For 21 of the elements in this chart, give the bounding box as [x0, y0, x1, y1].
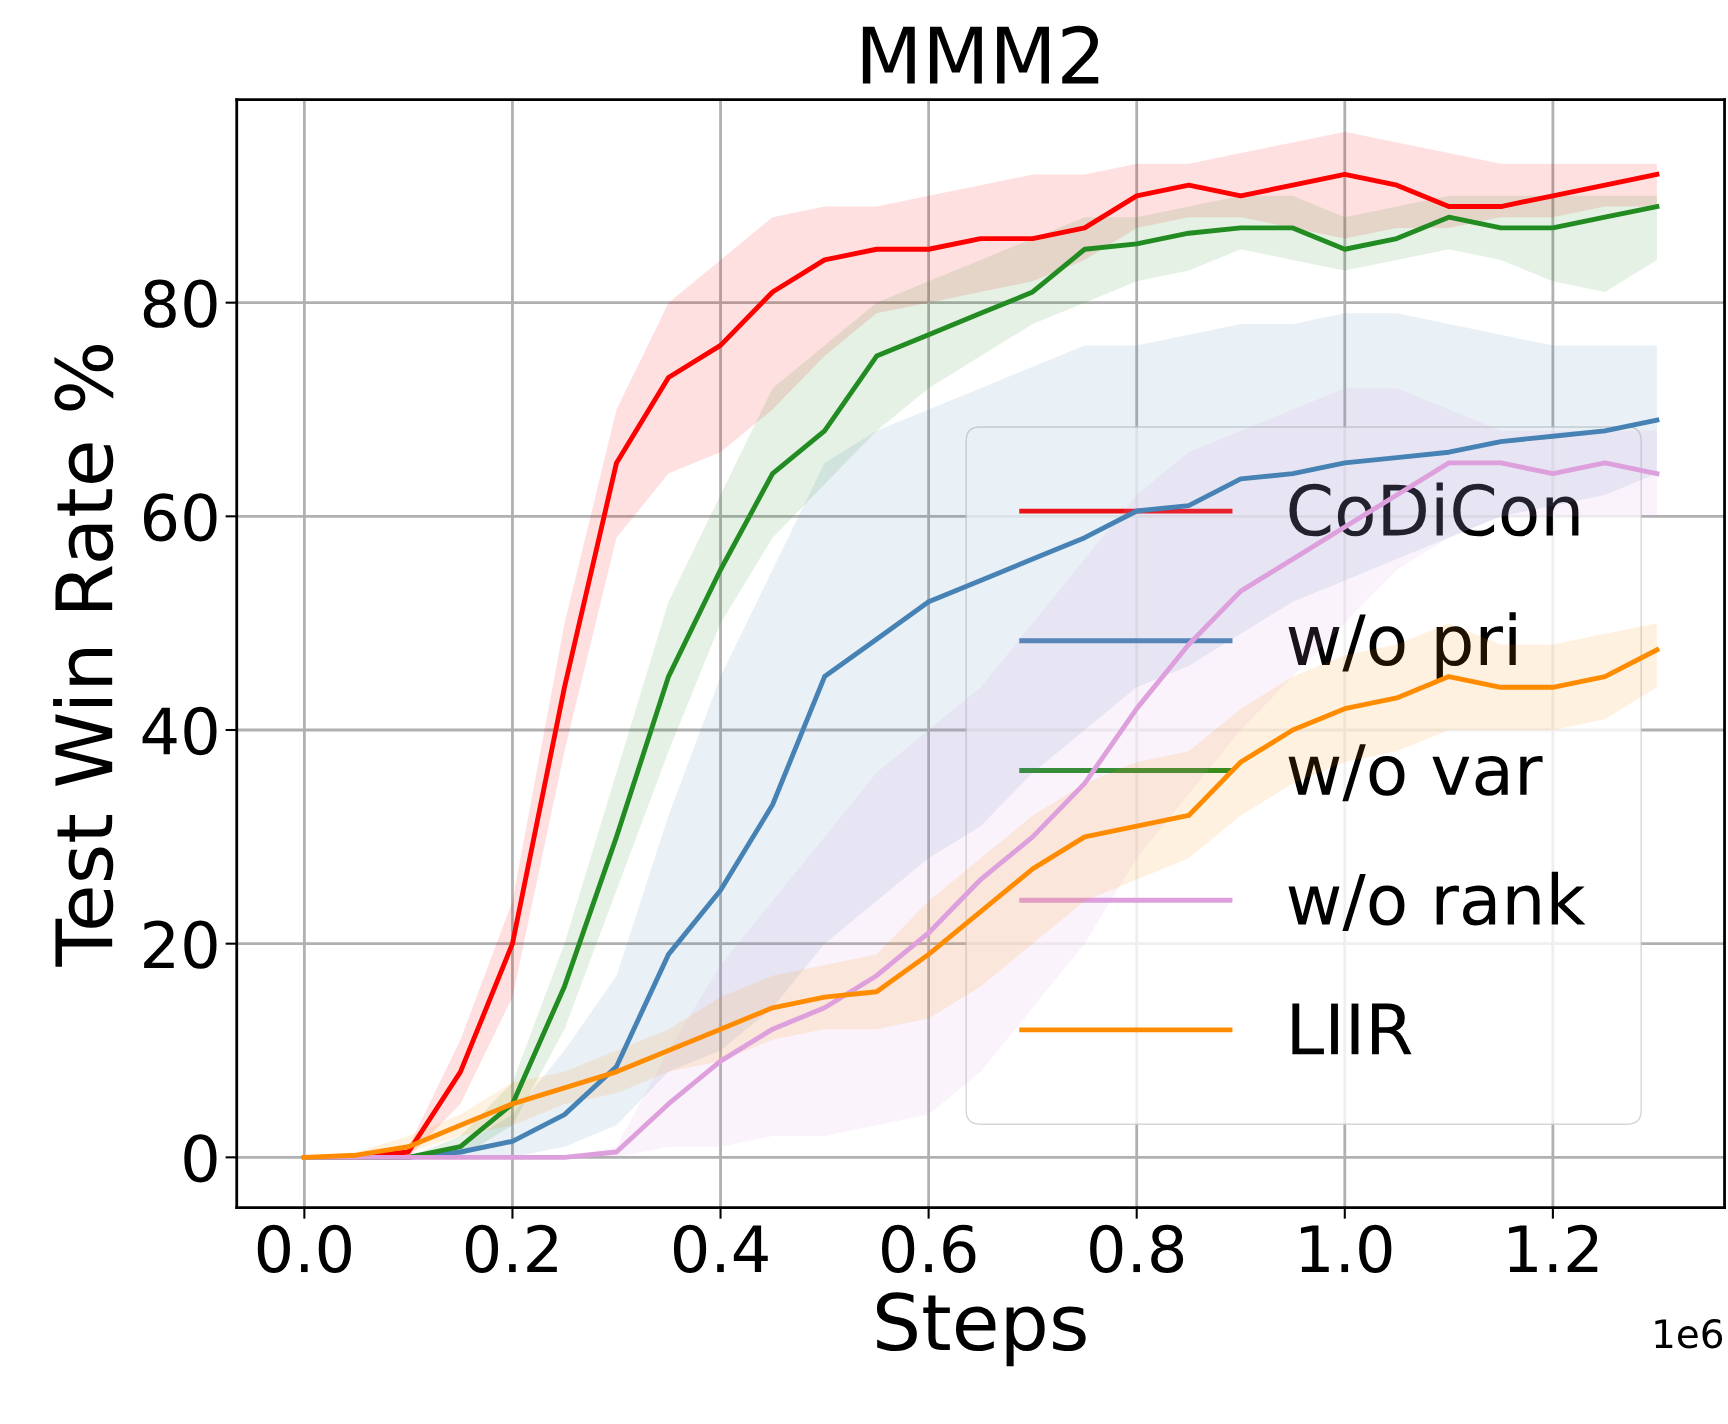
legend-label: w/o var	[1288, 744, 1543, 802]
x-tick-label: 0.4	[673, 1224, 768, 1273]
y-axis-title: Test Win Rate %	[53, 345, 114, 967]
y-tick-label: 60	[143, 493, 217, 542]
x-tick-label: 1.0	[1301, 1224, 1392, 1273]
x-tick-label: 1.2	[1509, 1224, 1598, 1273]
x-tick-label: 0.2	[465, 1224, 557, 1273]
y-tick-label: 20	[144, 920, 217, 969]
text: 1e6	[1655, 1319, 1723, 1349]
legend-label: LIIR	[1292, 1003, 1412, 1055]
y-tick-label: 40	[142, 706, 217, 756]
x-tick-label: 0.8	[1090, 1224, 1184, 1273]
y-tick-label: 0	[184, 1134, 217, 1183]
y-tick-label: 80	[143, 279, 217, 328]
x-tick-label: 0.0	[257, 1224, 351, 1273]
chart-title: MMM2	[862, 25, 1099, 84]
x-axis-title: Steps	[876, 1292, 1086, 1367]
legend-label: w/o pri	[1288, 612, 1516, 680]
x-tick-label: 0.6	[882, 1224, 976, 1273]
legend-label: w/o rank	[1288, 871, 1586, 931]
legend-label: CoDiCon	[1289, 482, 1579, 537]
